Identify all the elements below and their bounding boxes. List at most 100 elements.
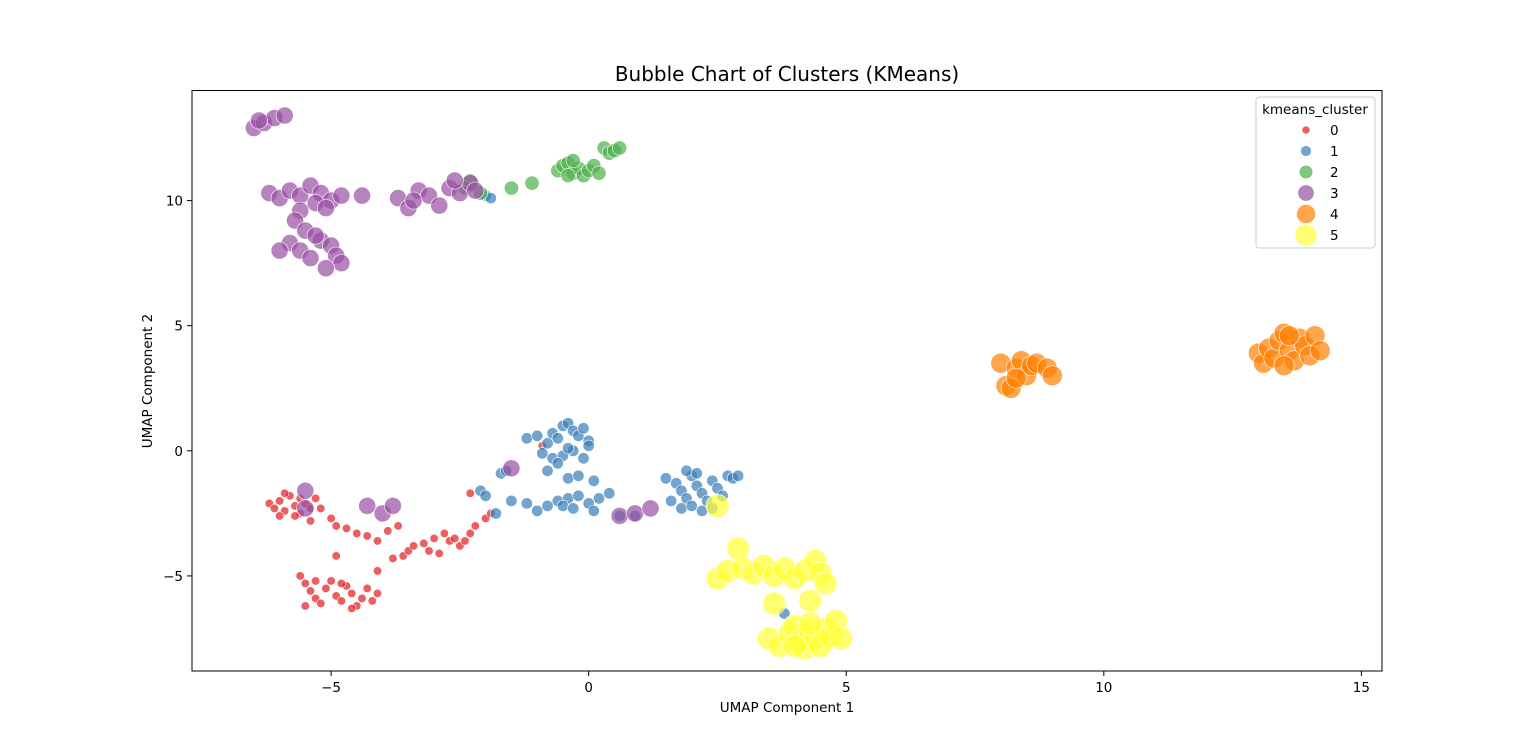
cluster-0-point [362, 583, 372, 593]
legend-label-1: 1 [1330, 144, 1339, 160]
cluster-0-point [321, 583, 331, 593]
cluster-0-point [419, 538, 429, 548]
cluster-1-point [659, 472, 672, 485]
cluster-3-point [316, 259, 335, 278]
cluster-3-point [316, 199, 335, 218]
cluster-2-point [612, 140, 628, 156]
cluster-0-point [465, 488, 475, 498]
x-axis-ticks: −5 0 5 10 15 [321, 671, 1370, 696]
cluster-0-point [450, 533, 460, 543]
cluster-1-point [551, 432, 564, 445]
series-0 [264, 441, 547, 613]
cluster-4-point [1273, 355, 1295, 377]
cluster-1-point [479, 489, 492, 502]
cluster-1-point [562, 442, 575, 455]
cluster-4-point [1005, 367, 1027, 389]
cluster-1-point [732, 469, 745, 482]
cluster-0-point [331, 551, 341, 561]
x-tick-label: 15 [1353, 680, 1370, 696]
cluster-2-point [591, 165, 607, 181]
cluster-3-point [353, 186, 371, 205]
cluster-2-point [503, 180, 519, 196]
cluster-3-point [445, 171, 464, 190]
cluster-0-point [305, 516, 316, 526]
x-tick-label: −5 [321, 680, 341, 696]
cluster-0-point [269, 503, 279, 513]
cluster-1-point [556, 499, 569, 512]
x-tick-label: 0 [584, 680, 593, 696]
cluster-0-point [280, 488, 290, 498]
cluster-0-point [275, 511, 285, 521]
cluster-3-point [296, 481, 315, 500]
cluster-2-point [565, 153, 581, 169]
cluster-5-point [726, 536, 750, 561]
cluster-0-point [408, 541, 419, 551]
cluster-4-point [1278, 325, 1300, 347]
cluster-5-point [782, 634, 807, 658]
x-tick-label: 10 [1095, 680, 1112, 696]
legend-marker-2 [1298, 164, 1314, 180]
cluster-0-point [383, 526, 393, 536]
cluster-1-point [665, 494, 678, 507]
legend-marker-1 [1300, 145, 1312, 157]
legend-frame [1255, 96, 1376, 249]
plot-frame [191, 90, 1383, 672]
cluster-4-point [1309, 340, 1331, 362]
cluster-0-point [295, 571, 305, 581]
legend-entries: 0 1 2 3 4 5 [1294, 123, 1339, 247]
cluster-5-point [762, 591, 786, 616]
cluster-0-point [336, 578, 346, 588]
cluster-1-point [577, 422, 590, 435]
y-tick-label: −5 [163, 569, 183, 585]
cluster-3-point [275, 106, 294, 125]
cluster-1-point [567, 502, 580, 515]
cluster-1-point [505, 494, 518, 507]
cluster-1-point [562, 472, 575, 485]
cluster-3-point [626, 504, 644, 523]
y-tick-label: 5 [174, 319, 183, 335]
cluster-3-point [301, 249, 320, 268]
cluster-3-point [332, 186, 351, 205]
legend-marker-4 [1296, 204, 1316, 224]
cluster-3-point [332, 254, 351, 273]
cluster-0-point [372, 588, 383, 598]
cluster-0-point [311, 493, 321, 503]
cluster-0-point [336, 596, 346, 606]
series-5 [705, 494, 853, 661]
cluster-0-point [434, 548, 444, 558]
cluster-3-point [502, 459, 521, 478]
cluster-0-point [331, 521, 341, 531]
cluster-3-point [404, 191, 423, 210]
plot-points [244, 106, 1331, 661]
cluster-1-point [541, 464, 554, 477]
legend-label-4: 4 [1330, 207, 1339, 223]
cluster-3-point [250, 111, 268, 130]
cluster-1-point [489, 507, 502, 520]
cluster-0-point [439, 528, 449, 538]
cluster-0-point [311, 576, 321, 586]
cluster-3-point [641, 499, 660, 518]
cluster-2-point [560, 168, 576, 184]
cluster-0-point [300, 578, 310, 588]
cluster-0-point [300, 601, 310, 611]
cluster-0-point [347, 588, 357, 598]
cluster-3-point [383, 496, 402, 515]
y-axis-label: UMAP Component 2 [140, 314, 156, 448]
cluster-1-point [572, 489, 585, 502]
cluster-1-point [541, 499, 554, 512]
cluster-0-point [357, 593, 367, 603]
cluster-1-point [551, 457, 564, 470]
cluster-0-point [341, 523, 352, 533]
cluster-1-point [541, 437, 554, 450]
legend-title: kmeans_cluster [1262, 102, 1368, 118]
legend-label-2: 2 [1330, 165, 1339, 181]
cluster-5-point [829, 626, 853, 651]
y-tick-label: 0 [174, 444, 183, 460]
cluster-0-point [326, 513, 336, 523]
cluster-1-point [675, 502, 688, 515]
cluster-3-point [430, 196, 449, 215]
cluster-0-point [347, 603, 357, 613]
cluster-1-point [685, 499, 698, 512]
cluster-0-point [316, 503, 326, 513]
